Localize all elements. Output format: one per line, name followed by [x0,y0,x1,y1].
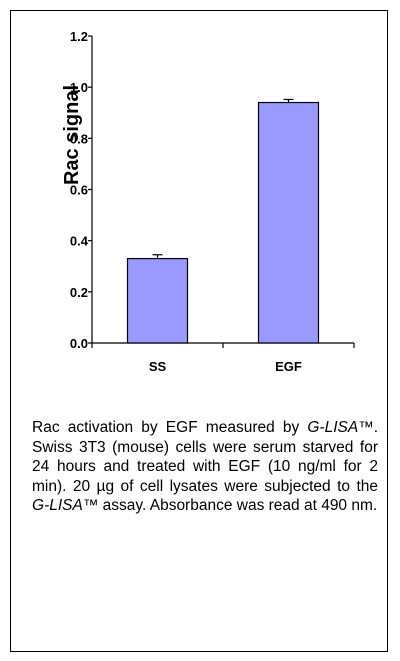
caption-product-name-2: G-LISA™ [32,497,99,514]
y-tick-label: 0.6 [70,183,88,198]
x-category-label: EGF [275,359,302,374]
y-tick-label: 1.0 [70,80,88,95]
y-tick-label: 0.4 [70,234,89,249]
bar-chart: Rac signal 0.0 0.2 0.4 0.6 0.8 1.0 1.2 SS EGF [61,29,355,374]
figure-caption: Rac activation by EGF measured by G-LISA… [32,418,378,516]
bar-ss [126,257,189,344]
y-tick-label: 0.2 [70,285,88,300]
figure-panel [10,10,388,652]
caption-text-2: . Swiss 3T3 (mouse) cells were serum sta… [32,419,378,495]
caption-text-3: assay. Absorbance was read at 490 nm. [98,497,378,514]
caption-text-1: Rac activation by EGF measured by [32,419,308,436]
y-tick-label: 1.2 [70,29,88,44]
y-tick-label: 0.0 [70,336,88,351]
caption-product-name-1: G-LISA™ [307,419,374,436]
y-tick-label: 0.8 [70,131,88,146]
x-category-label: SS [149,359,167,374]
bar-egf [257,101,320,344]
y-axis-title: Rac signal [61,85,83,185]
